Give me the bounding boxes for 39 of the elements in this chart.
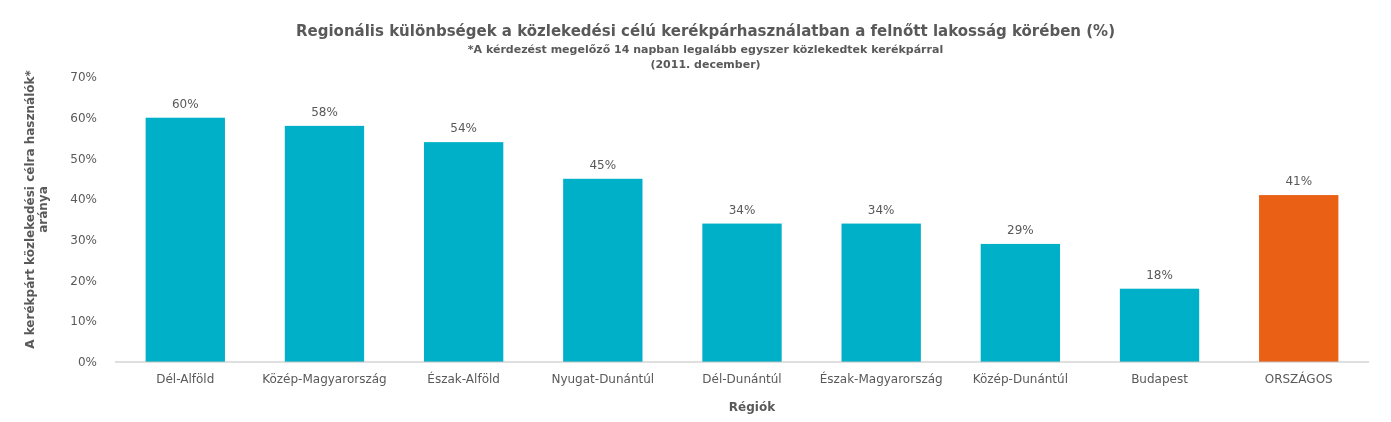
x-tick-label: Észak-Alföld [427,371,500,386]
chart-title: Regionális különbségek a közlekedési célú kerékpárhasználatban a felnőtt lakosság körében (%) [295,22,1116,40]
x-tick-label: Közép-Dunántúl [972,372,1069,386]
y-tick-label: 60% [70,110,97,125]
data-label: 18% [1146,267,1173,282]
data-label: 29% [1007,222,1034,237]
bar [284,125,365,362]
bar [563,178,643,362]
x-tick-label: Dél-Alföld [156,372,215,386]
data-label: 34% [728,202,756,217]
data-label: 34% [867,202,895,217]
y-axis-title: A kerékpárt közlekedési célra használók* aránya [23,69,50,349]
chart-subtitle: *A kérdezést megelőző 14 napban legalább egyszer közlekedtek kerékpárral (2011. december) [467,43,944,71]
y-tick-label: 20% [70,273,97,288]
bar [423,142,504,362]
data-label: 58% [311,104,338,119]
bar [1259,195,1339,362]
y-tick-label: 40% [70,192,97,207]
x-tick-label: Dél-Dunántúl [702,372,782,386]
bar [1119,288,1200,362]
bar [980,243,1061,362]
x-tick-label: Észak-Magyarország [819,371,943,386]
y-tick-label: 70% [70,70,97,85]
data-label: 60% [171,96,199,111]
x-tick-label: ORSZÁGOS [1264,371,1333,386]
x-tick-label: Közép-Magyarország [262,372,387,386]
bar [702,223,782,362]
y-tick-label: 50% [70,151,97,166]
data-label: 45% [589,157,617,172]
data-label: 41% [1285,174,1313,189]
data-label: 54% [450,121,477,136]
y-tick-label: 30% [70,233,97,248]
bar [841,223,921,362]
bar [145,117,225,362]
y-tick-label: 10% [70,314,97,329]
x-tick-label: Nyugat-Dunántúl [551,372,655,386]
y-tick-label: 0% [77,355,97,370]
x-axis-title: Régiók [728,400,777,414]
x-tick-label: Budapest [1131,372,1189,386]
